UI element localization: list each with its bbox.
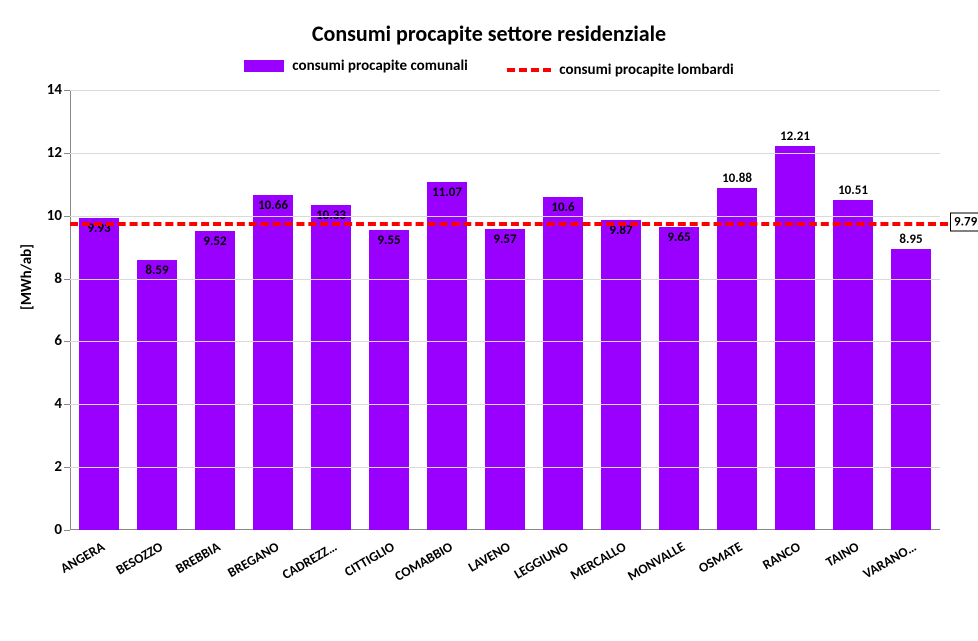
bar-slot: 10.88 [708,90,766,530]
y-tick-label: 10 [47,207,70,225]
chart-title: Consumi procapite settore residenziale [0,0,978,47]
y-tick-label: 0 [54,521,70,539]
y-tick-label: 12 [47,144,70,162]
y-axis-label: [MWh/ab] [18,244,36,310]
bar-slot: 9.65 [650,90,708,530]
x-axis-label: TAINO [822,538,861,570]
y-tick-label: 4 [54,395,70,413]
bar [253,195,294,530]
bar-slot: 10.6 [534,90,592,530]
x-labels: ANGERABESOZZOBREBBIABREGANOCADREZZ…CITTI… [70,532,940,622]
bar [717,188,758,530]
bar-value-label: 11.07 [432,185,462,200]
legend-item-line: consumi procapite lombardi [507,61,733,79]
bar-slot: 10.66 [244,90,302,530]
bar [891,249,932,530]
x-label-slot: OSMATE [708,532,766,622]
bar-value-label: 8.95 [899,232,922,247]
bar-value-label: 10.66 [258,198,288,213]
bar-slot: 8.95 [882,90,940,530]
bar-slot: 12.21 [766,90,824,530]
bar-slot: 11.07 [418,90,476,530]
bar-value-label: 10.51 [838,183,868,198]
legend-label-line: consumi procapite lombardi [559,61,733,79]
bar [369,230,410,530]
bar-slot: 10.33 [302,90,360,530]
bar [137,260,178,530]
bar-value-label: 9.52 [203,234,226,249]
bar [833,200,874,530]
bars-group: 9.93 8.59 9.52 10.66 10.33 9.55 11.07 9.57 10.6 9… [70,90,940,530]
bar [311,205,352,530]
grid-line [70,341,940,342]
bar-value-label: 8.59 [145,263,168,278]
grid-line [70,404,940,405]
y-tick-label: 14 [47,81,70,99]
chart-container: Consumi procapite settore residenziale c… [0,0,978,641]
bar-value-label: 9.65 [667,230,690,245]
x-axis-label: ANGERA [57,538,107,577]
y-tick-label: 6 [54,332,70,350]
x-label-slot: COMABBIO [418,532,476,622]
legend-swatch-bar [244,60,284,72]
bar-slot: 10.51 [824,90,882,530]
bar-slot: 9.57 [476,90,534,530]
bar [543,197,584,530]
bar [195,231,236,530]
grid-line [70,279,940,280]
y-tick-label: 2 [54,458,70,476]
legend-item-bar: consumi procapite comunali [244,57,468,75]
bar-slot: 8.59 [128,90,186,530]
legend-swatch-line [507,68,551,72]
bar [485,229,526,530]
bar-value-label: 9.57 [493,232,516,247]
grid-line [70,90,940,91]
reference-line-label: 9.79 [950,213,978,232]
y-tick-label: 8 [54,270,70,288]
grid-line [70,467,940,468]
bar [601,220,642,530]
grid-line [70,153,940,154]
x-label-slot: RANCO [766,532,824,622]
x-label-slot: ANGERA [70,532,128,622]
bar-value-label: 10.6 [551,200,574,215]
legend: consumi procapite comunali consumi proca… [0,57,978,79]
bar [79,218,120,530]
bar [659,227,700,530]
bar-slot: 9.87 [592,90,650,530]
bar [427,182,468,530]
legend-label-bar: consumi procapite comunali [292,57,468,75]
bar-slot: 9.55 [360,90,418,530]
x-label-slot: VARANO… [882,532,940,622]
bar-value-label: 10.88 [722,171,752,186]
x-label-slot: MONVALLE [650,532,708,622]
plot-area: 9.93 8.59 9.52 10.66 10.33 9.55 11.07 9.57 10.6 9… [70,90,940,530]
bar-slot: 9.93 [70,90,128,530]
bar-value-label: 9.55 [377,233,400,248]
grid-line [70,216,940,217]
bar [775,146,816,530]
x-axis-label: RANCO [760,538,804,573]
bar-value-label: 12.21 [780,129,810,144]
x-label-slot: BESOZZO [128,532,186,622]
bar-slot: 9.52 [186,90,244,530]
reference-line [70,222,948,226]
